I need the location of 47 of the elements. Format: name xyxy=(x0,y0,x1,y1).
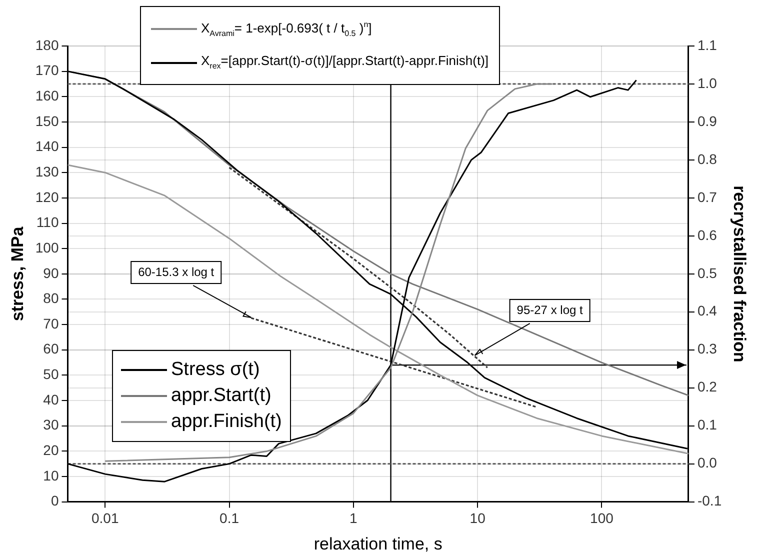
y-tick-label: 10 xyxy=(43,467,59,484)
annotation: 60-15.3 x log t xyxy=(138,264,215,279)
y-tick-label: 110 xyxy=(36,214,59,230)
x-tick-label: 1 xyxy=(350,510,358,526)
y2-tick-label: 0.4 xyxy=(697,302,718,319)
y2-tick-label: 0.3 xyxy=(697,340,718,357)
y-tick-label: 80 xyxy=(43,290,59,306)
y-tick-label: 150 xyxy=(35,112,59,129)
x-axis-title: relaxation time, s xyxy=(314,534,442,554)
y2-tick-label: 0.6 xyxy=(697,226,718,243)
legend-label: X$_{rex}$=[appr.Start(t)-σ(t)]/[appr.Start(t)-appr.Finish(t)] xyxy=(201,52,489,73)
annotation: 95-27 x log t xyxy=(516,302,584,317)
y-tick-label: 0 xyxy=(50,492,59,509)
y-tick-label: 140 xyxy=(35,138,59,154)
x-tick-label: 0.01 xyxy=(92,510,119,526)
x-tick-label: 100 xyxy=(590,510,614,526)
y2-tick-label: -0.1 xyxy=(697,492,722,509)
y-axis-title: stress, MPa xyxy=(8,226,27,322)
y2-tick-label: 0.1 xyxy=(697,416,718,433)
y2-tick-label: 0.0 xyxy=(697,454,718,471)
y-tick-label: 130 xyxy=(35,163,59,180)
legend-label: appr.Start(t) xyxy=(171,384,272,408)
x-tick-label: 0.1 xyxy=(220,510,240,526)
y-tick-label: 30 xyxy=(43,416,59,433)
y2-tick-label: 0.7 xyxy=(697,188,718,205)
y-tick-label: 160 xyxy=(35,88,59,104)
y-tick-label: 120 xyxy=(35,188,59,205)
y2-tick-label: 1.0 xyxy=(697,74,718,91)
legend-label: X$_{Avrami}$= 1-exp[-0.693( t / t$_{0.5}$ )$^{n}$] xyxy=(201,19,372,40)
y-tick-label: 100 xyxy=(35,239,59,256)
y2-axis-title: recrystallised fraction xyxy=(730,186,750,362)
legend-label: appr.Finish(t) xyxy=(171,410,282,434)
y-tick-label: 50 xyxy=(43,366,59,382)
y-tick-label: 60 xyxy=(43,340,59,357)
x-tick-label: 10 xyxy=(470,510,486,526)
y-tick-label: 70 xyxy=(43,315,59,332)
y2-tick-label: 0.5 xyxy=(697,264,718,281)
y-tick-label: 90 xyxy=(43,264,59,281)
y2-tick-label: 0.8 xyxy=(697,150,718,167)
y2-tick-label: 0.2 xyxy=(697,378,718,395)
y-tick-label: 20 xyxy=(43,442,59,458)
legend-label: Stress σ(t) xyxy=(171,358,260,382)
y-tick-label: 170 xyxy=(35,62,59,78)
y-tick-label: 40 xyxy=(43,391,59,408)
y2-tick-label: 1.1 xyxy=(697,36,718,53)
y2-tick-label: 0.9 xyxy=(697,112,718,129)
y-tick-label: 180 xyxy=(35,36,59,53)
